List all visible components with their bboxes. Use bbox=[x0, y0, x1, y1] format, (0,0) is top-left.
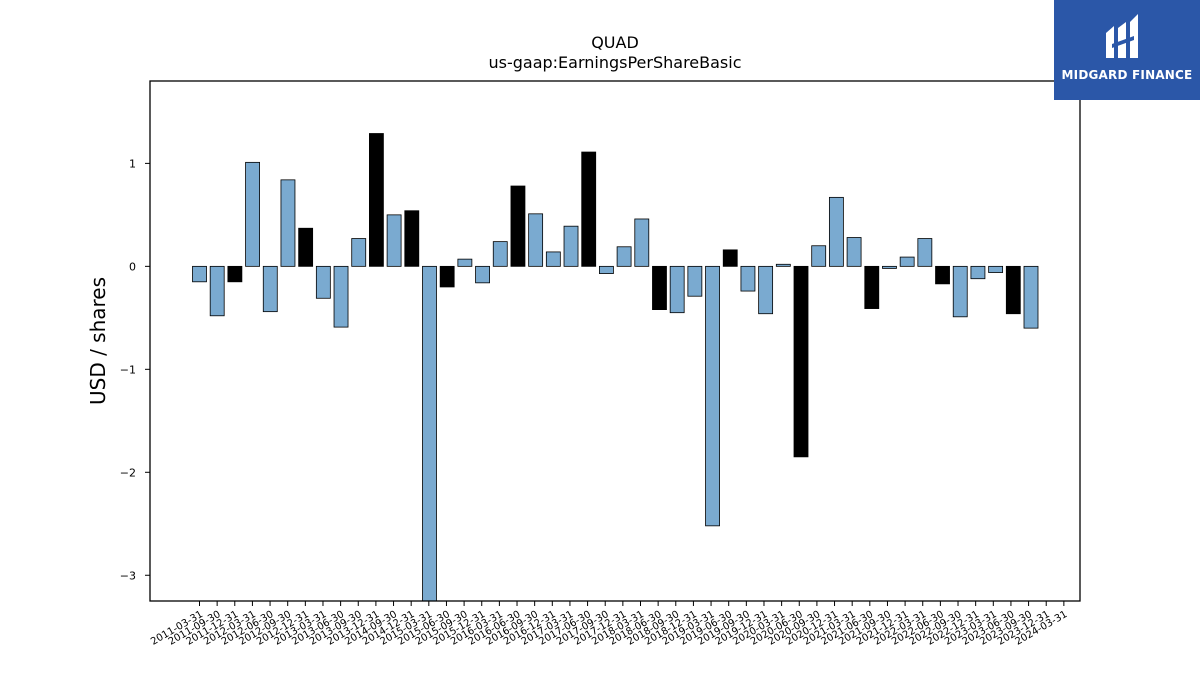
bar-2016-06-30 bbox=[510, 185, 526, 267]
y-tick-label: 0 bbox=[129, 260, 136, 273]
bar-2013-09-30 bbox=[369, 133, 384, 267]
bar-2012-06-30 bbox=[280, 179, 296, 267]
bar-2014-12-31 bbox=[422, 265, 437, 602]
brand-logo: MIDGARD FINANCE bbox=[1054, 0, 1200, 100]
bar-2016-09-30 bbox=[528, 213, 544, 267]
y-axis-label: USD / shares bbox=[86, 277, 110, 405]
midgard-logo-icon bbox=[1106, 14, 1138, 58]
bar-2015-03-31 bbox=[439, 265, 455, 288]
x-axis: 2011-03-312011-09-302011-12-312012-03-31… bbox=[149, 601, 1069, 648]
bar-2016-03-31 bbox=[492, 241, 508, 267]
chart-title: QUAD bbox=[591, 33, 639, 52]
bar-2015-09-30 bbox=[457, 258, 473, 267]
y-tick-label: −1 bbox=[120, 363, 136, 376]
bar-2014-09-30 bbox=[404, 210, 420, 267]
bar-2017-12-31 bbox=[616, 246, 632, 267]
bar-2021-12-31 bbox=[899, 256, 915, 267]
bar-2012-03-31 bbox=[262, 265, 278, 313]
bar-2018-12-31 bbox=[687, 265, 703, 297]
bar-2021-03-31 bbox=[846, 237, 862, 267]
bar-2022-06-30 bbox=[935, 265, 950, 285]
bar-2019-09-30 bbox=[740, 265, 756, 292]
bar-2015-12-31 bbox=[475, 265, 490, 284]
bar-2023-09-30 bbox=[1023, 265, 1039, 329]
y-tick-label: 1 bbox=[129, 157, 136, 170]
bar-2023-06-30 bbox=[1005, 265, 1021, 315]
bar-2022-12-31 bbox=[970, 265, 986, 280]
bar-2018-03-31 bbox=[634, 218, 650, 267]
bar-2018-09-30 bbox=[669, 265, 685, 314]
y-tick-label: −2 bbox=[120, 466, 136, 479]
bar-2019-12-31 bbox=[758, 265, 774, 315]
bar-2013-12-31 bbox=[386, 214, 402, 267]
bar-2017-09-30 bbox=[599, 265, 614, 274]
bar-2013-06-30 bbox=[351, 238, 367, 267]
bar-2019-03-31 bbox=[705, 265, 720, 527]
bar-2011-09-30 bbox=[227, 265, 243, 283]
bar-2022-09-30 bbox=[952, 265, 968, 318]
bar-2013-03-31 bbox=[333, 265, 349, 328]
y-tick-label: −3 bbox=[120, 569, 136, 582]
bar-2012-12-31 bbox=[315, 265, 331, 299]
bars-group bbox=[192, 133, 1039, 602]
y-axis: 1 0 −1 −2 −3 bbox=[120, 157, 150, 582]
bar-2020-03-31 bbox=[775, 263, 791, 267]
bar-2011-12-31 bbox=[245, 161, 260, 267]
bar-2012-09-30 bbox=[298, 227, 314, 267]
bar-2023-03-31 bbox=[988, 265, 1004, 273]
bar-2011-06-30 bbox=[209, 265, 225, 317]
brand-name: MIDGARD FINANCE bbox=[1061, 68, 1193, 82]
bar-2018-06-30 bbox=[652, 265, 667, 311]
chart-subtitle: us-gaap:EarningsPerShareBasic bbox=[488, 53, 741, 72]
bar-2019-06-30 bbox=[722, 249, 738, 267]
bar-2011-03-31 bbox=[192, 265, 207, 283]
bar-2017-06-30 bbox=[581, 151, 597, 267]
bar-2017-03-31 bbox=[563, 225, 579, 267]
bar-2022-03-31 bbox=[917, 238, 933, 267]
bar-2020-06-30 bbox=[793, 265, 809, 458]
plot-frame bbox=[149, 80, 1081, 602]
bar-2021-09-30 bbox=[882, 265, 897, 269]
bar-2020-12-31 bbox=[828, 196, 844, 267]
bar-2016-12-31 bbox=[545, 251, 561, 267]
bar-2020-09-30 bbox=[811, 245, 827, 267]
bar-2021-06-30 bbox=[864, 265, 880, 309]
